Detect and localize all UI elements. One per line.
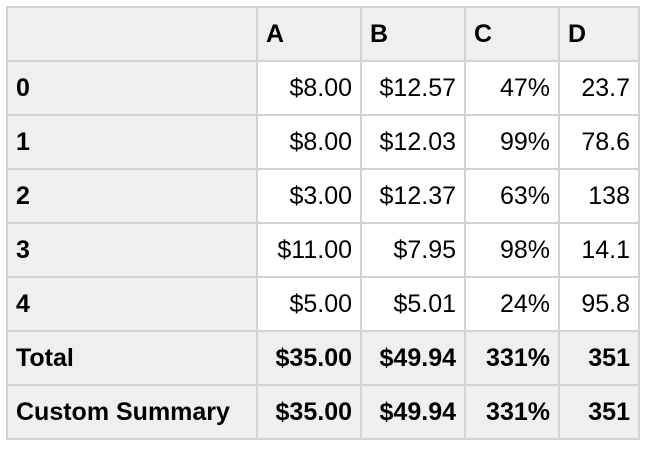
row-index: 0 [6, 60, 258, 116]
summary-label: Custom Summary [6, 384, 258, 440]
cell-c: 99% [464, 114, 560, 170]
header-row: A B C D [6, 6, 640, 62]
column-header-a: A [256, 6, 362, 62]
summary-cell-a: $35.00 [256, 330, 362, 386]
table-row: 1 $8.00 $12.03 99% 78.6 [6, 114, 640, 170]
cell-c: 47% [464, 60, 560, 116]
corner-cell [6, 6, 258, 62]
summary-row-total: Total $35.00 $49.94 331% 351 [6, 330, 640, 386]
cell-d: 78.6 [558, 114, 640, 170]
summary-cell-a: $35.00 [256, 384, 362, 440]
data-table: A B C D 0 $8.00 $12.57 47% 23.7 1 $8.00 … [6, 6, 640, 440]
summary-cell-d: 351 [558, 330, 640, 386]
summary-cell-c: 331% [464, 384, 560, 440]
column-header-b: B [360, 6, 466, 62]
cell-d: 138 [558, 168, 640, 224]
table-row: 3 $11.00 $7.95 98% 14.1 [6, 222, 640, 278]
column-header-c: C [464, 6, 560, 62]
cell-d: 23.7 [558, 60, 640, 116]
row-index: 1 [6, 114, 258, 170]
cell-c: 63% [464, 168, 560, 224]
cell-a: $3.00 [256, 168, 362, 224]
column-header-d: D [558, 6, 640, 62]
table-row: 0 $8.00 $12.57 47% 23.7 [6, 60, 640, 116]
cell-d: 14.1 [558, 222, 640, 278]
cell-a: $8.00 [256, 60, 362, 116]
table-row: 4 $5.00 $5.01 24% 95.8 [6, 276, 640, 332]
row-index: 2 [6, 168, 258, 224]
cell-d: 95.8 [558, 276, 640, 332]
cell-b: $12.37 [360, 168, 466, 224]
summary-label: Total [6, 330, 258, 386]
cell-b: $5.01 [360, 276, 466, 332]
summary-cell-d: 351 [558, 384, 640, 440]
data-table-container: A B C D 0 $8.00 $12.57 47% 23.7 1 $8.00 … [6, 6, 640, 440]
summary-cell-b: $49.94 [360, 384, 466, 440]
table-row: 2 $3.00 $12.37 63% 138 [6, 168, 640, 224]
cell-a: $5.00 [256, 276, 362, 332]
cell-b: $12.57 [360, 60, 466, 116]
row-index: 4 [6, 276, 258, 332]
summary-cell-b: $49.94 [360, 330, 466, 386]
cell-a: $11.00 [256, 222, 362, 278]
cell-b: $12.03 [360, 114, 466, 170]
cell-a: $8.00 [256, 114, 362, 170]
cell-b: $7.95 [360, 222, 466, 278]
cell-c: 98% [464, 222, 560, 278]
row-index: 3 [6, 222, 258, 278]
summary-row-custom: Custom Summary $35.00 $49.94 331% 351 [6, 384, 640, 440]
summary-cell-c: 331% [464, 330, 560, 386]
cell-c: 24% [464, 276, 560, 332]
